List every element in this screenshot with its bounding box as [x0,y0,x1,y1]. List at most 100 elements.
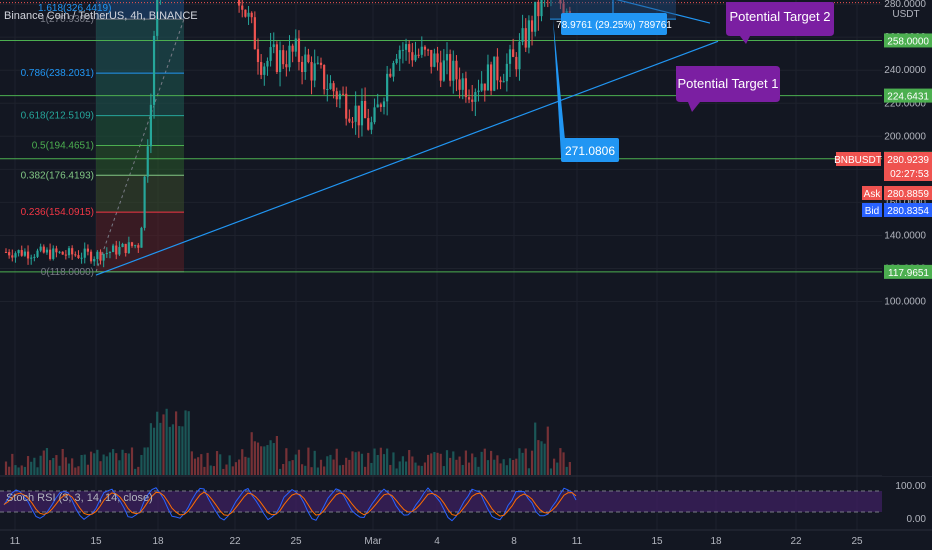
volume-bar [168,426,171,475]
fib-zone [96,115,184,146]
ascending-trendline[interactable] [95,40,719,276]
time-axis[interactable]: 11 15 18 22 25 Mar 4 8 11 15 18 22 25 [0,529,932,550]
candle-body [83,248,86,258]
target1-callout[interactable]: Potential Target 1 [676,66,780,112]
volume-bar [404,461,408,475]
time-tick: 11 [10,536,21,547]
volume-bars [4,408,571,475]
indicator-label[interactable]: Stoch RSI (3, 3, 14, 14, close) [6,492,153,504]
candle-body [367,118,370,130]
candle-body [408,44,411,53]
volume-bar [439,453,442,475]
volume-bar [386,448,389,475]
volume-bar [471,453,474,475]
symbol-title[interactable]: Binance Coin / TetherUS, 4h, BINANCE [4,10,198,22]
trendlines[interactable] [95,0,719,276]
volume-bar [42,450,45,475]
volume-bar [8,466,11,475]
currency-label: USDT [892,9,919,20]
candle-body [508,49,512,64]
volume-bar [212,466,215,475]
candle-body [373,107,376,123]
volume-bar [515,458,518,475]
volume-bar [86,464,89,475]
volume-bar [360,453,364,475]
time-axis-bg [0,530,932,550]
price-label: 271.0806 [565,144,615,158]
target2-callout[interactable]: Potential Target 2 [726,2,834,44]
candle-body [130,242,134,246]
volume-bar [338,465,341,475]
volume-bar [200,454,203,475]
volume-bar [146,447,149,475]
candle-body [559,0,562,4]
volume-bar [442,466,445,475]
candle-body [370,122,373,130]
volume-bar [52,457,55,475]
volume-bar [323,466,326,475]
level-badge-text: 224.6431 [887,92,929,103]
volume-bar [140,454,143,475]
candle-body [288,45,291,68]
volume-bar [332,459,335,475]
candle-body [464,78,467,98]
candle-body [256,49,260,63]
candle-body [423,46,427,50]
target1-label: Potential Target 1 [678,76,779,91]
time-tick: 4 [434,536,440,547]
volume-bar [452,451,455,475]
volume-bar [124,453,127,475]
candle-body [74,254,77,256]
volume-bar [71,458,74,475]
candle-body [319,62,323,65]
rsi-band [0,491,882,512]
volume-bar [389,464,392,475]
fib-label: 0.5(194.4651) [32,140,94,151]
price-axis[interactable]: USDT 360.0000340.0000320.0000300.0000280… [882,0,932,525]
candle-body [269,47,272,61]
candle-body [80,257,83,259]
fib-label: 1(270.9302) [40,14,94,25]
candle-body [527,20,530,48]
volume-bar [45,448,49,475]
volume-bar [508,458,512,475]
volume-bar [417,465,420,475]
candle-body [55,248,58,253]
volume-bar [127,453,130,475]
candle-body [23,251,26,256]
volume-bar [269,440,272,475]
candle-body [93,258,96,262]
volume-bar [414,462,417,475]
measure-tool[interactable]: 78.9761 (29.25%) 789761 271.0806 [550,0,676,162]
volume-bar [540,441,543,475]
volume-bar [285,448,288,475]
volume-bar [477,466,480,475]
volume-bar [89,451,93,475]
bid-badge [884,203,932,217]
volume-bar [244,456,247,475]
candle-body [241,5,244,10]
volume-bar [568,462,571,475]
level-badge [884,88,932,103]
price-tick: 240.0000 [884,65,926,76]
volume-bar [215,451,219,475]
candle-body [310,62,313,81]
volume-bar [58,465,61,475]
volume-bar [556,462,559,475]
candle-body [348,118,351,122]
candle-body [427,49,430,51]
candle-body [263,66,266,75]
volume-bar [260,446,263,475]
volume-bar [121,449,124,475]
volume-bar [304,465,307,475]
candle-body [404,44,408,50]
measure-label: 78.9761 (29.25%) 789761 [556,20,672,31]
volume-bar [546,426,549,475]
candle-body [39,246,42,251]
candle-body [480,83,483,91]
price-tick: 200.0000 [884,131,926,142]
candle-body [64,254,67,256]
descending-trendline[interactable] [184,0,711,24]
candle-body [285,64,288,68]
